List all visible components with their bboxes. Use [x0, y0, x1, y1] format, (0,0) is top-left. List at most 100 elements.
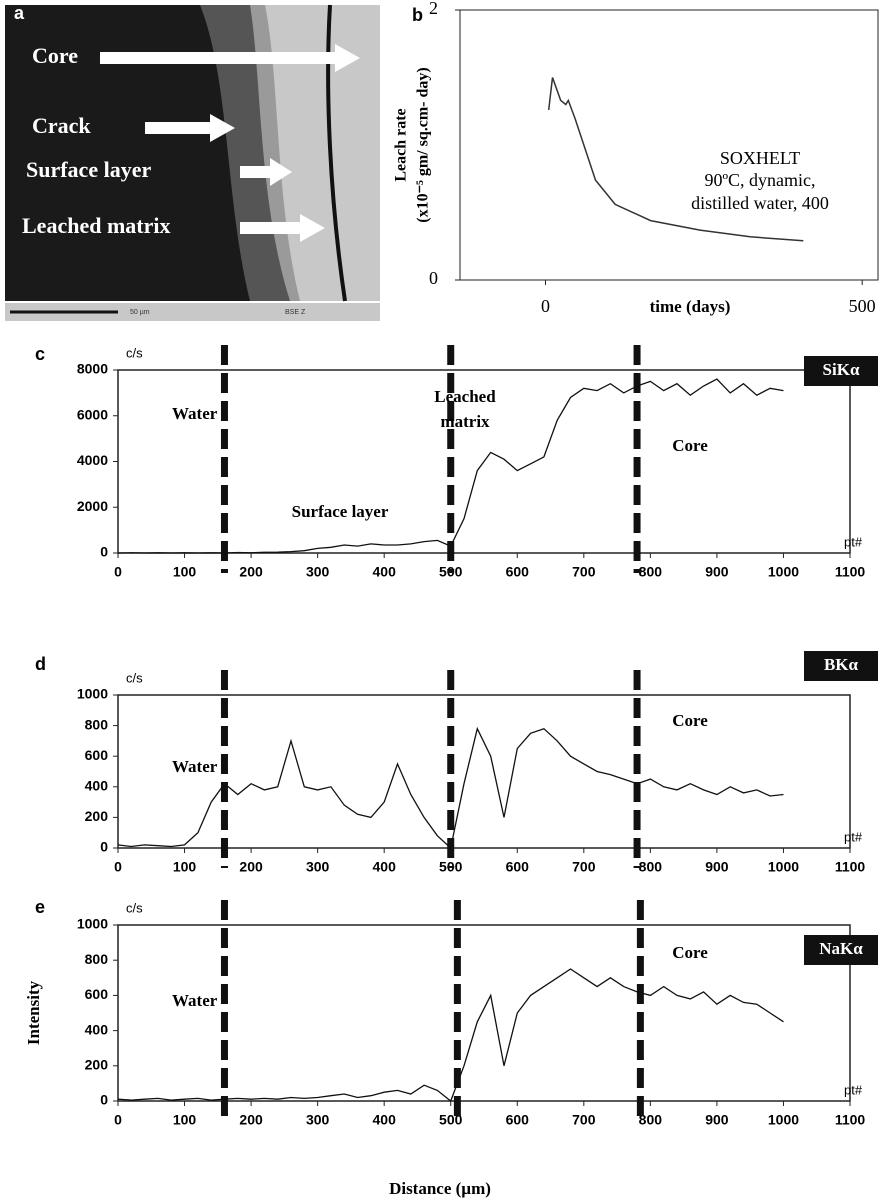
annotation: 90ºC, dynamic,: [704, 170, 815, 190]
detector-text: BSE Z: [285, 309, 306, 316]
micrograph: 50 µm BSE Z a Core Crack Surface layer L…: [5, 3, 380, 321]
data-line: [117, 726, 784, 850]
arrow: [145, 114, 235, 142]
arrows: [100, 44, 360, 242]
annotation: Surface layer: [292, 502, 389, 521]
panel-letter: d: [35, 654, 46, 674]
plot-frame: [117, 924, 851, 1102]
annotation: Leached: [434, 387, 496, 406]
x-tick-label: 600: [506, 1112, 530, 1128]
annotation: Water: [172, 757, 218, 776]
arrow: [240, 214, 325, 242]
x-tick-label: 200: [239, 564, 263, 580]
y-tick-label: 1000: [77, 916, 108, 932]
x-tick-label: 0: [114, 1112, 122, 1128]
x-tick-label: 800: [639, 1112, 663, 1128]
annotation: distilled water, 400: [691, 193, 829, 213]
arrow: [240, 158, 292, 186]
element-label: NaKα: [819, 939, 863, 958]
x-tick-label: 100: [173, 1112, 197, 1128]
y-tick-label: 0: [100, 1092, 108, 1108]
x-tick-label: 300: [306, 859, 330, 875]
annotation: Core: [672, 711, 708, 730]
y-unit: c/s: [126, 670, 143, 685]
x-tick-label: 200: [239, 1112, 263, 1128]
x-tick-label: 1100: [835, 564, 866, 580]
y-tick-label: 0: [429, 268, 438, 288]
x-tick-label: 1000: [768, 1112, 799, 1128]
x-tick-label: 700: [572, 859, 596, 875]
element-box: [804, 935, 878, 965]
x-tick-label: 400: [373, 1112, 397, 1128]
y-tick-label: 400: [85, 1021, 109, 1037]
y-axis-label: Leach rate: [393, 108, 410, 181]
x-tick-label: 800: [639, 859, 663, 875]
micro-label: Core: [32, 43, 78, 68]
x-unit: pt#: [844, 829, 863, 844]
micro-label: Crack: [32, 113, 91, 138]
y-tick-label: 600: [85, 986, 109, 1002]
x-tick-label: 400: [373, 859, 397, 875]
data-line: [117, 378, 784, 554]
y-tick-label: 8000: [77, 361, 108, 377]
micro-label: Surface layer: [26, 157, 151, 182]
x-tick-label: 0: [114, 564, 122, 580]
annotation: Core: [672, 436, 708, 455]
y-tick-label: 800: [85, 716, 109, 732]
data-line: [547, 77, 804, 242]
x-tick-label: 400: [373, 564, 397, 580]
y-unit: c/s: [126, 900, 143, 915]
element-label: BKα: [824, 655, 859, 674]
y-tick-label: 200: [85, 1057, 109, 1073]
y-tick-label: 0: [100, 544, 108, 560]
y-tick-label: 2000: [77, 498, 108, 514]
annotation: matrix: [440, 412, 490, 431]
panel-letter: c: [35, 344, 45, 364]
panel-letter: e: [35, 897, 45, 917]
x-tick-label: 100: [173, 564, 197, 580]
x-unit: pt#: [844, 1082, 863, 1097]
annotation: SOXHELT: [720, 148, 800, 168]
panel-letter: b: [412, 5, 423, 25]
x-tick-label: 300: [306, 1112, 330, 1128]
x-tick-label: 1100: [835, 859, 866, 875]
x-tick-label: 500: [849, 296, 876, 316]
x-axis-label: Distance (µm): [389, 1179, 491, 1198]
y-tick-label: 6000: [77, 406, 108, 422]
x-tick-label: 900: [705, 1112, 729, 1128]
x-unit: pt#: [844, 534, 863, 549]
element-label: SiKα: [823, 360, 860, 379]
y-tick-label: 800: [85, 951, 109, 967]
scale-text: 50 µm: [130, 309, 150, 316]
y-tick-label: 2: [429, 0, 438, 18]
y-tick-label: 400: [85, 778, 109, 794]
x-tick-label: 1000: [768, 564, 799, 580]
x-tick-label: 1100: [835, 1112, 866, 1128]
x-tick-label: 700: [572, 1112, 596, 1128]
arrow: [100, 44, 360, 72]
element-box: [804, 356, 878, 386]
y-unit: c/s: [126, 345, 143, 360]
x-tick-label: 0: [541, 296, 550, 316]
x-axis-label: time (days): [650, 297, 731, 316]
x-tick-label: 300: [306, 564, 330, 580]
y-tick-label: 200: [85, 808, 109, 824]
micro-label: Leached matrix: [22, 213, 170, 238]
x-tick-label: 600: [506, 564, 530, 580]
y-tick-label: 0: [100, 839, 108, 855]
y-tick-label: 600: [85, 747, 109, 763]
scale-strip: [5, 303, 380, 321]
x-tick-label: 0: [114, 859, 122, 875]
x-tick-label: 600: [506, 859, 530, 875]
y-tick-label: 4000: [77, 452, 108, 468]
annotation: Water: [172, 404, 218, 423]
annotation: Water: [172, 991, 218, 1010]
x-tick-label: 900: [705, 564, 729, 580]
annotation: Core: [672, 943, 708, 962]
x-tick-label: 700: [572, 564, 596, 580]
x-tick-label: 900: [705, 859, 729, 875]
x-tick-label: 100: [173, 859, 197, 875]
y-tick-label: 1000: [77, 686, 108, 702]
x-tick-label: 1000: [768, 859, 799, 875]
